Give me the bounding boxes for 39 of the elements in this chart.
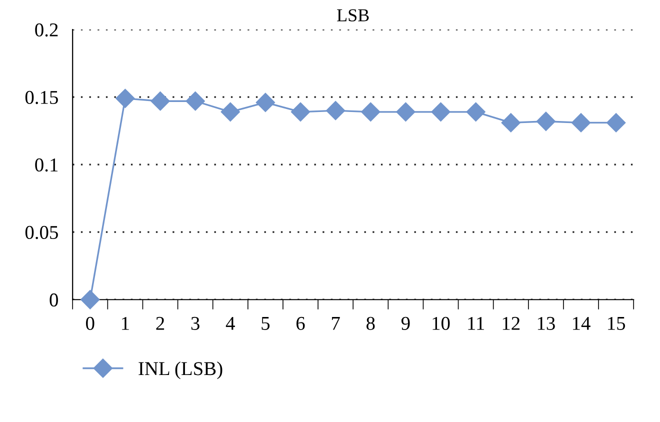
x-tick-label: 7 [332, 317, 340, 330]
x-tick-label: 10 [432, 316, 450, 330]
y-tick-label: 0 [50, 293, 58, 307]
y-tick-label: 0.2 [35, 23, 58, 37]
point [150, 92, 170, 111]
point [536, 112, 556, 131]
legend-label: INL (LSB) [138, 362, 222, 380]
point [571, 113, 591, 132]
point [396, 102, 416, 122]
x-tick-label: 6 [296, 316, 305, 330]
point [290, 102, 310, 122]
point [220, 102, 240, 122]
x-tick-label: 5 [262, 317, 270, 330]
point [256, 92, 275, 112]
y-tick-label: 0.05 [25, 226, 58, 240]
point [501, 113, 520, 132]
x-tick-label: 2 [156, 316, 164, 330]
point [361, 102, 380, 122]
x-tick-label: 12 [502, 316, 520, 330]
point [606, 113, 626, 132]
point [431, 102, 450, 122]
chart-title: LSB [337, 9, 369, 22]
point [186, 92, 205, 111]
x-tick-label: 8 [366, 316, 375, 330]
x-tick-label: 1 [122, 316, 129, 330]
x-tick-label: 9 [401, 316, 410, 330]
x-tick-label: 13 [538, 316, 555, 330]
point [116, 88, 135, 108]
x-tick-label: 15 [608, 316, 626, 330]
x-tick-label: 0 [86, 316, 94, 330]
x-tick-label: 3 [191, 316, 200, 330]
y-tick-label: 0.1 [35, 158, 58, 172]
x-tick-label: 4 [226, 316, 235, 330]
x-tick-label: 11 [468, 316, 484, 330]
x-tick-label: 14 [572, 316, 590, 330]
point [80, 290, 100, 310]
y-tick-label: 0.15 [25, 90, 58, 104]
point [466, 102, 486, 122]
point [326, 101, 346, 120]
